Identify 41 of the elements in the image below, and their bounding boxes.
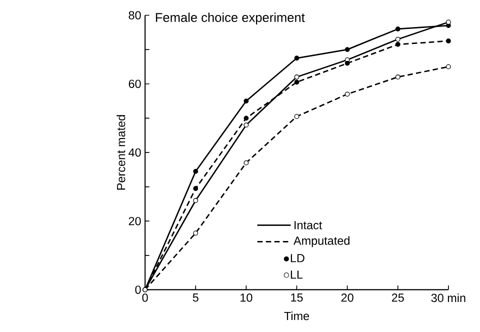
point [294,56,300,60]
point [446,64,451,70]
point [244,122,249,128]
y-tick-label: 60 [128,80,141,88]
point [344,60,350,66]
chart-title: Female choice experiment [156,12,305,24]
point [446,38,451,44]
x-tick-label: 30 min [431,293,466,302]
point [244,160,249,166]
annotation: Intact [294,221,322,230]
point [294,74,300,80]
x-axis-title: Time [284,311,310,320]
point [294,80,300,84]
x-tick-label: 0 [142,293,148,302]
point [193,186,198,191]
annotation: ●LD [284,254,304,262]
x-tick-label: 10 [240,293,252,302]
point [244,98,249,104]
y-tick-label: 40 [128,148,141,157]
point [395,26,400,32]
point [395,36,400,42]
point [193,230,198,236]
x-tick-label: 25 [392,293,404,302]
y-tick-label: 80 [128,10,141,20]
point [193,168,198,174]
point [395,42,400,47]
annotation: Amputated [294,236,350,248]
y-tick-label: 0 [135,285,141,294]
x-tick-label: 5 [192,293,198,302]
point [344,46,350,52]
x-tick-label: 20 [341,293,354,302]
point [395,74,400,80]
annotation: ○LL [284,270,303,279]
point [446,20,451,24]
point [244,116,249,120]
point [294,114,300,119]
y-axis-title: Percent mated [116,114,126,190]
point [193,198,198,203]
y-tick-label: 20 [128,216,141,226]
point [344,92,350,96]
x-tick-label: 15 [291,293,303,302]
